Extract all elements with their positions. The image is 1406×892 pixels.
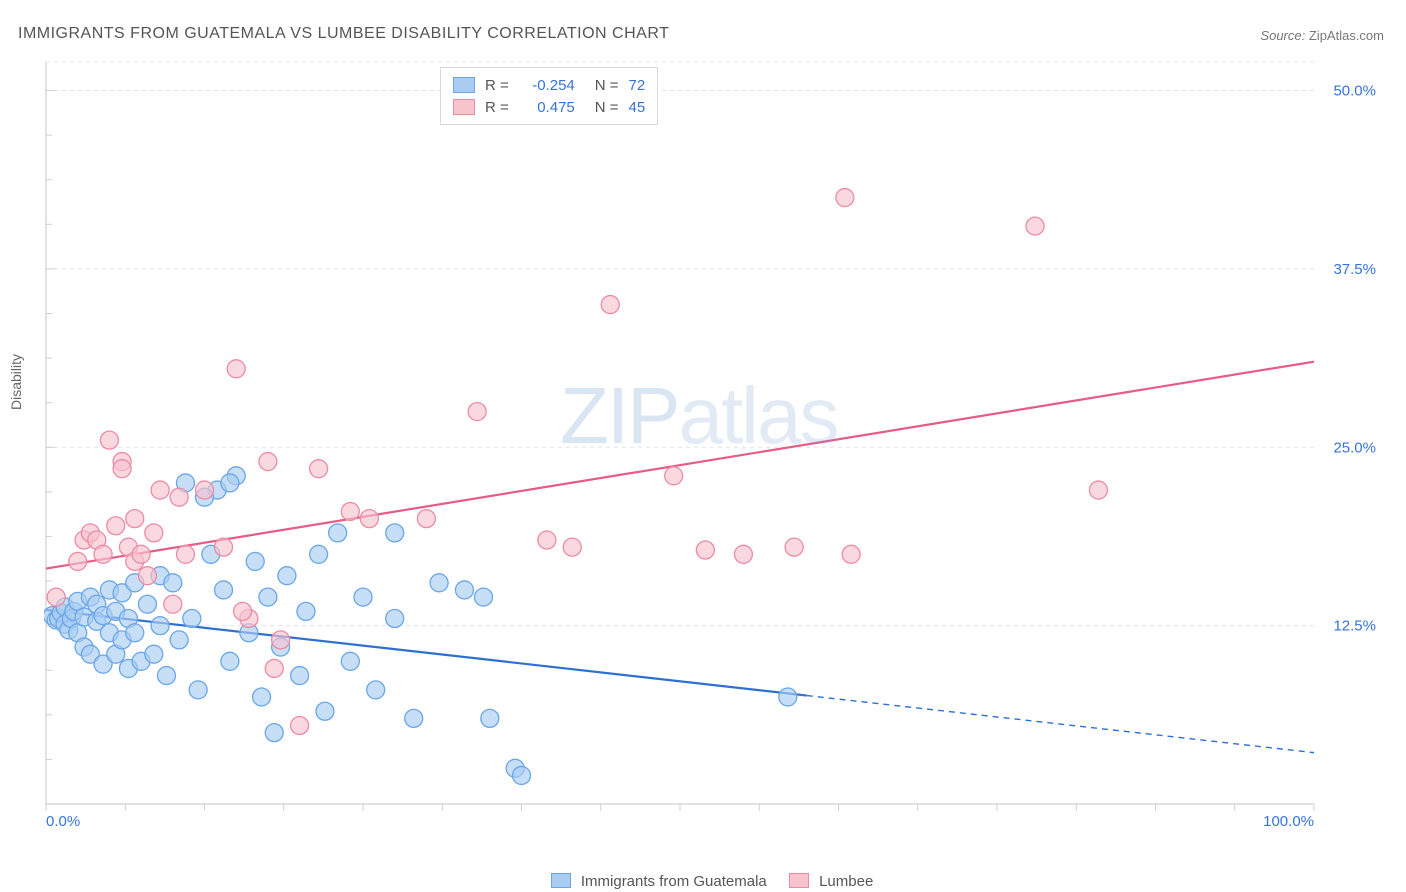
chart-plot-area: 12.5% 25.0% 37.5% 50.0% 0.0% 100.0% [44, 60, 1384, 830]
svg-text:0.0%: 0.0% [46, 813, 80, 830]
r-label-2: R = [485, 99, 509, 116]
footer-series-2: Lumbee [819, 873, 873, 890]
footer-series-1: Immigrants from Guatemala [581, 873, 767, 890]
source-name: ZipAtlas.com [1309, 28, 1384, 43]
stats-row-1: R = -0.254 N = 72 [453, 74, 645, 96]
x-axis-legend: Immigrants from Guatemala Lumbee [0, 873, 1406, 890]
r-value-1: -0.254 [519, 77, 575, 94]
svg-text:50.0%: 50.0% [1333, 83, 1376, 100]
n-label-1: N = [595, 77, 619, 94]
legend-swatch-2 [453, 99, 475, 115]
svg-text:100.0%: 100.0% [1263, 813, 1314, 830]
y-axis-label: Disability [8, 354, 24, 410]
r-value-2: 0.475 [519, 99, 575, 116]
n-value-2: 45 [629, 99, 646, 116]
svg-text:37.5%: 37.5% [1333, 261, 1376, 278]
svg-text:25.0%: 25.0% [1333, 439, 1376, 456]
footer-swatch-1 [551, 873, 571, 888]
legend-swatch-1 [453, 77, 475, 93]
svg-text:12.5%: 12.5% [1333, 618, 1376, 635]
n-label-2: N = [595, 99, 619, 116]
stats-legend: R = -0.254 N = 72 R = 0.475 N = 45 [440, 67, 658, 125]
source-attribution: Source: ZipAtlas.com [1260, 28, 1384, 43]
r-label-1: R = [485, 77, 509, 94]
chart-title: IMMIGRANTS FROM GUATEMALA VS LUMBEE DISA… [18, 25, 669, 43]
source-label: Source: [1260, 28, 1305, 43]
footer-swatch-2 [789, 873, 809, 888]
stats-row-2: R = 0.475 N = 45 [453, 96, 645, 118]
n-value-1: 72 [629, 77, 646, 94]
